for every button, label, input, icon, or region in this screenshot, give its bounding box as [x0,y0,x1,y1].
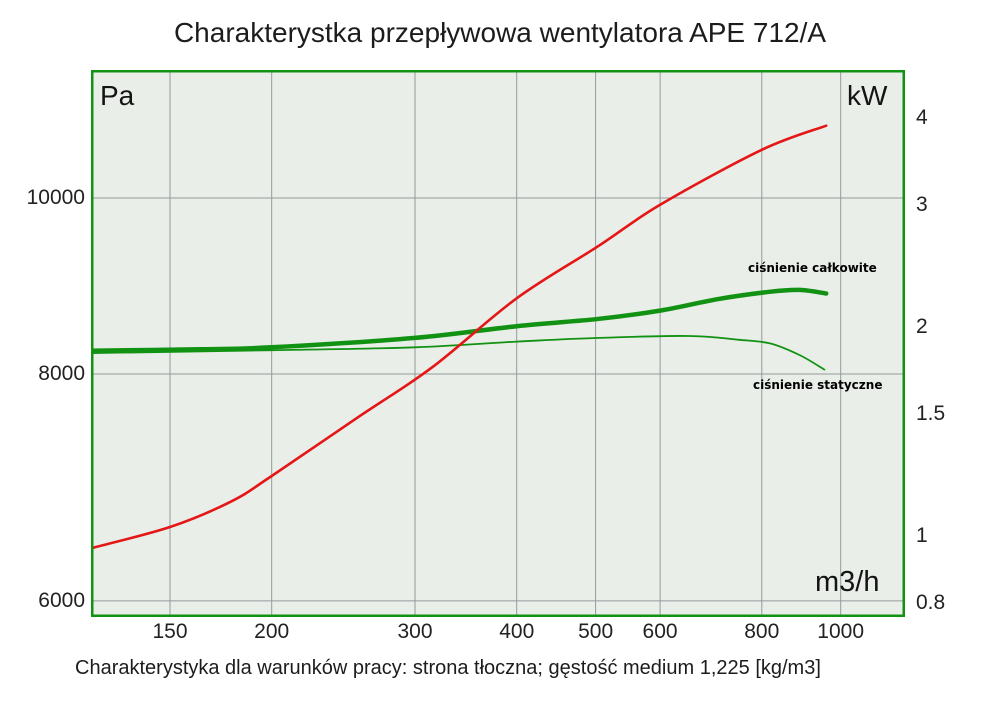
x-tick-label: 300 [397,620,433,643]
y-right-tick-label: 2 [916,315,928,338]
y-right-tick-label: 1.5 [916,401,946,425]
y-right-tick-label: 0.8 [916,591,946,615]
static-pressure-curve [91,335,826,371]
plot-area [91,70,905,617]
power-curve [91,124,828,550]
chart-title: Charakterystka przepływowa wentylatora A… [173,17,827,48]
x-tick-label: 600 [642,620,678,643]
y-left-tick-label: 6000 [38,588,85,612]
x-tick-label: 800 [744,620,780,643]
y-right-tick-label: 3 [916,192,928,216]
y-right-tick-label: 4 [916,106,928,130]
x-tick-label: 1000 [817,620,865,643]
x-tick-label: 200 [254,620,290,643]
x-tick-label: 150 [152,620,188,643]
y-right-tick-label: 1 [916,523,928,547]
chart-canvas [91,70,905,617]
y-left-tick-label: 10000 [26,186,85,209]
x-tick-label: 400 [499,620,535,643]
y-left-tick-label: 8000 [38,362,85,385]
caption: Charakterystyka dla warunków pracy: stro… [75,657,821,679]
left-axis-unit: Pa [100,80,135,111]
total-pressure-curve [91,287,829,353]
total-pressure-label: ciśnienie całkowite [748,261,877,275]
static-pressure-label: ciśnienie statyczne [753,378,883,392]
right-axis-unit: kW [847,80,888,111]
x-axis-unit: m3/h [815,566,880,598]
x-tick-label: 500 [578,620,614,643]
plot-border [91,70,905,617]
